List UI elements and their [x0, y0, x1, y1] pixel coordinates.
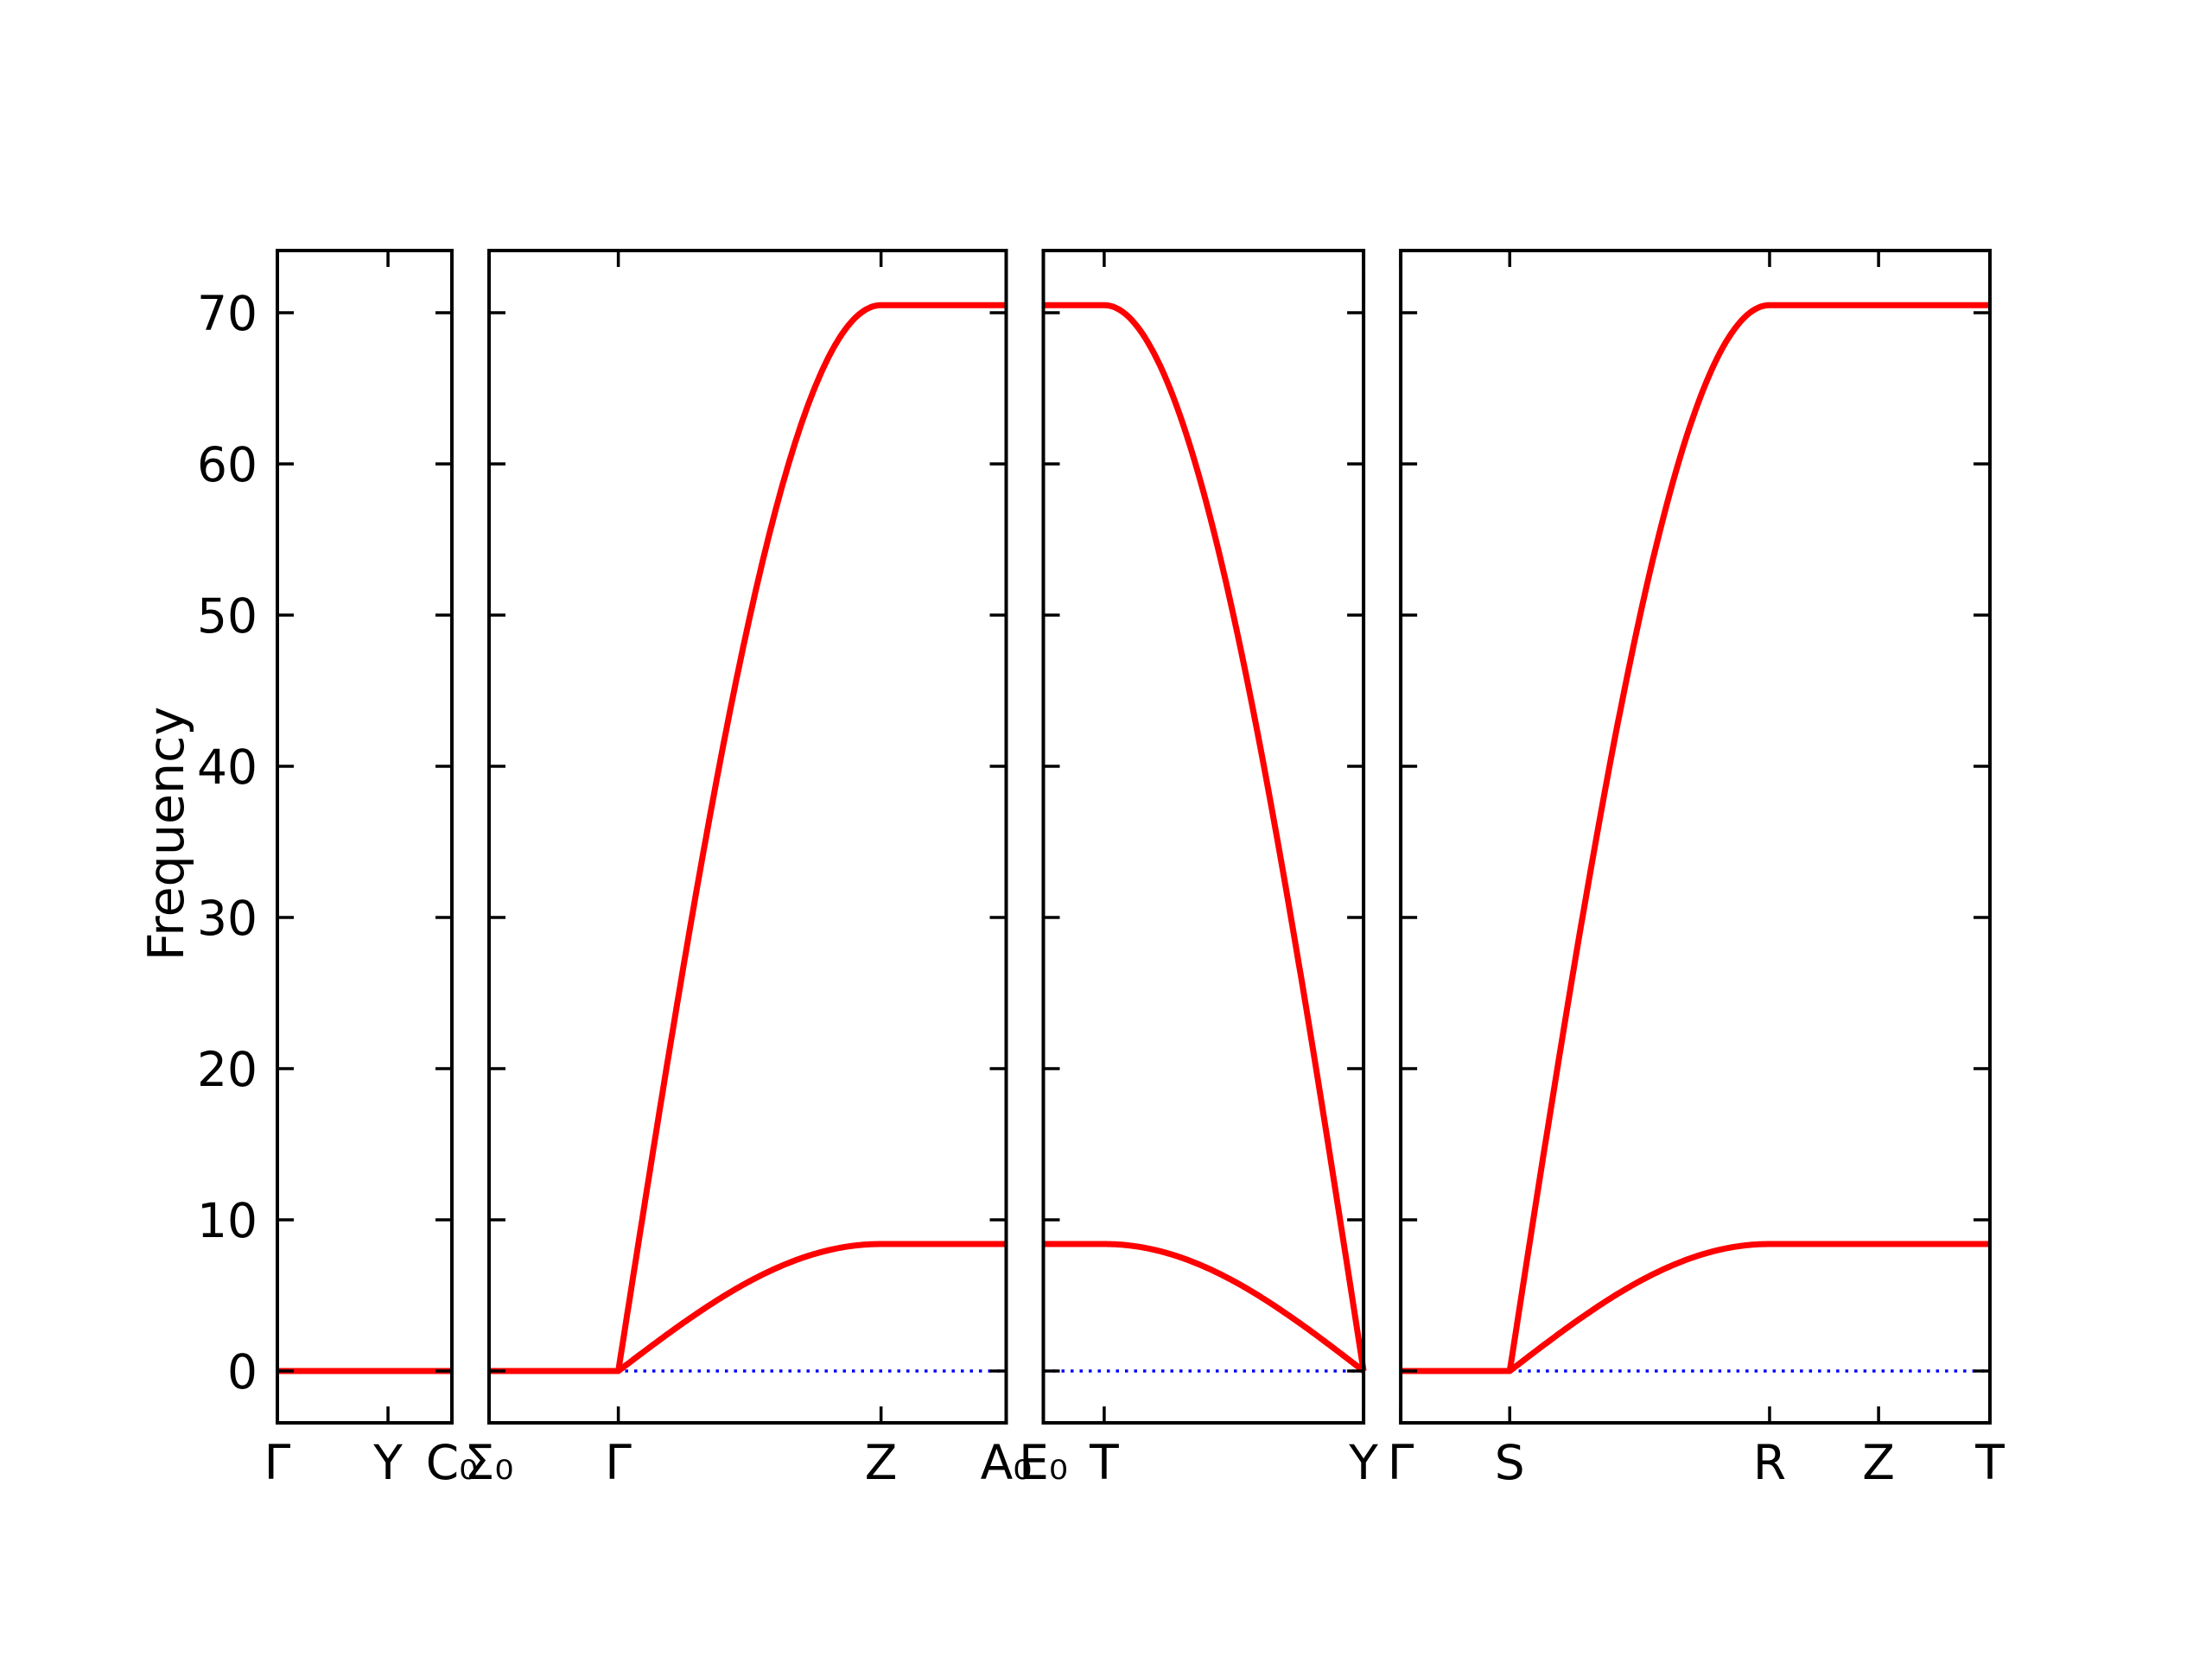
x-tick-label: Γ [1388, 1435, 1414, 1490]
y-axis-label: Frequency [138, 707, 195, 961]
y-tick-label: 20 [197, 1042, 257, 1097]
panel-1: 0 10 20 30 40 50 60 70 Γ Y C₀ [197, 249, 478, 1490]
x-tick-label: Γ [605, 1435, 632, 1490]
x-tick-label: Σ₀ [465, 1435, 514, 1490]
optical-band-curve [489, 301, 1007, 1374]
acoustic-band-curve [489, 1241, 1007, 1374]
panel-border [1399, 249, 1992, 1425]
panel-2: Σ₀ Γ Z A₀ [465, 249, 1033, 1490]
y-tick-label: 50 [197, 588, 257, 644]
x-tick-label: Y [372, 1435, 403, 1490]
x-tick-label: R [1753, 1435, 1786, 1490]
panel-3: E₀ T Y [1019, 249, 1378, 1490]
x-tick-label: Z [1862, 1435, 1895, 1490]
y-tick-label: 70 [197, 286, 257, 341]
x-tick-label: Y [1348, 1435, 1378, 1490]
y-tick-label: 40 [197, 739, 257, 795]
panel-border [276, 249, 454, 1425]
x-tick-label: C₀ [426, 1435, 478, 1490]
x-tick-label: A₀ [981, 1435, 1033, 1490]
panel-border [1041, 249, 1366, 1425]
acoustic-band-curve [1401, 1241, 1990, 1374]
x-tick-label: T [1974, 1435, 2005, 1490]
x-tick-label: T [1089, 1435, 1119, 1490]
optical-band-curve [1401, 301, 1990, 1374]
panel-border [486, 249, 1008, 1425]
x-tick-label: E₀ [1019, 1435, 1068, 1490]
x-tick-label: Z [865, 1435, 898, 1490]
acoustic-band-curve [1043, 1241, 1366, 1374]
x-tick-label: Γ [264, 1435, 291, 1490]
x-tick-label: S [1495, 1435, 1525, 1490]
y-tick-label: 10 [197, 1193, 257, 1248]
y-tick-label: 60 [197, 437, 257, 492]
y-tick-label: 0 [227, 1344, 257, 1400]
y-tick-label: 30 [197, 891, 257, 946]
optical-band-curve [1043, 301, 1367, 1372]
